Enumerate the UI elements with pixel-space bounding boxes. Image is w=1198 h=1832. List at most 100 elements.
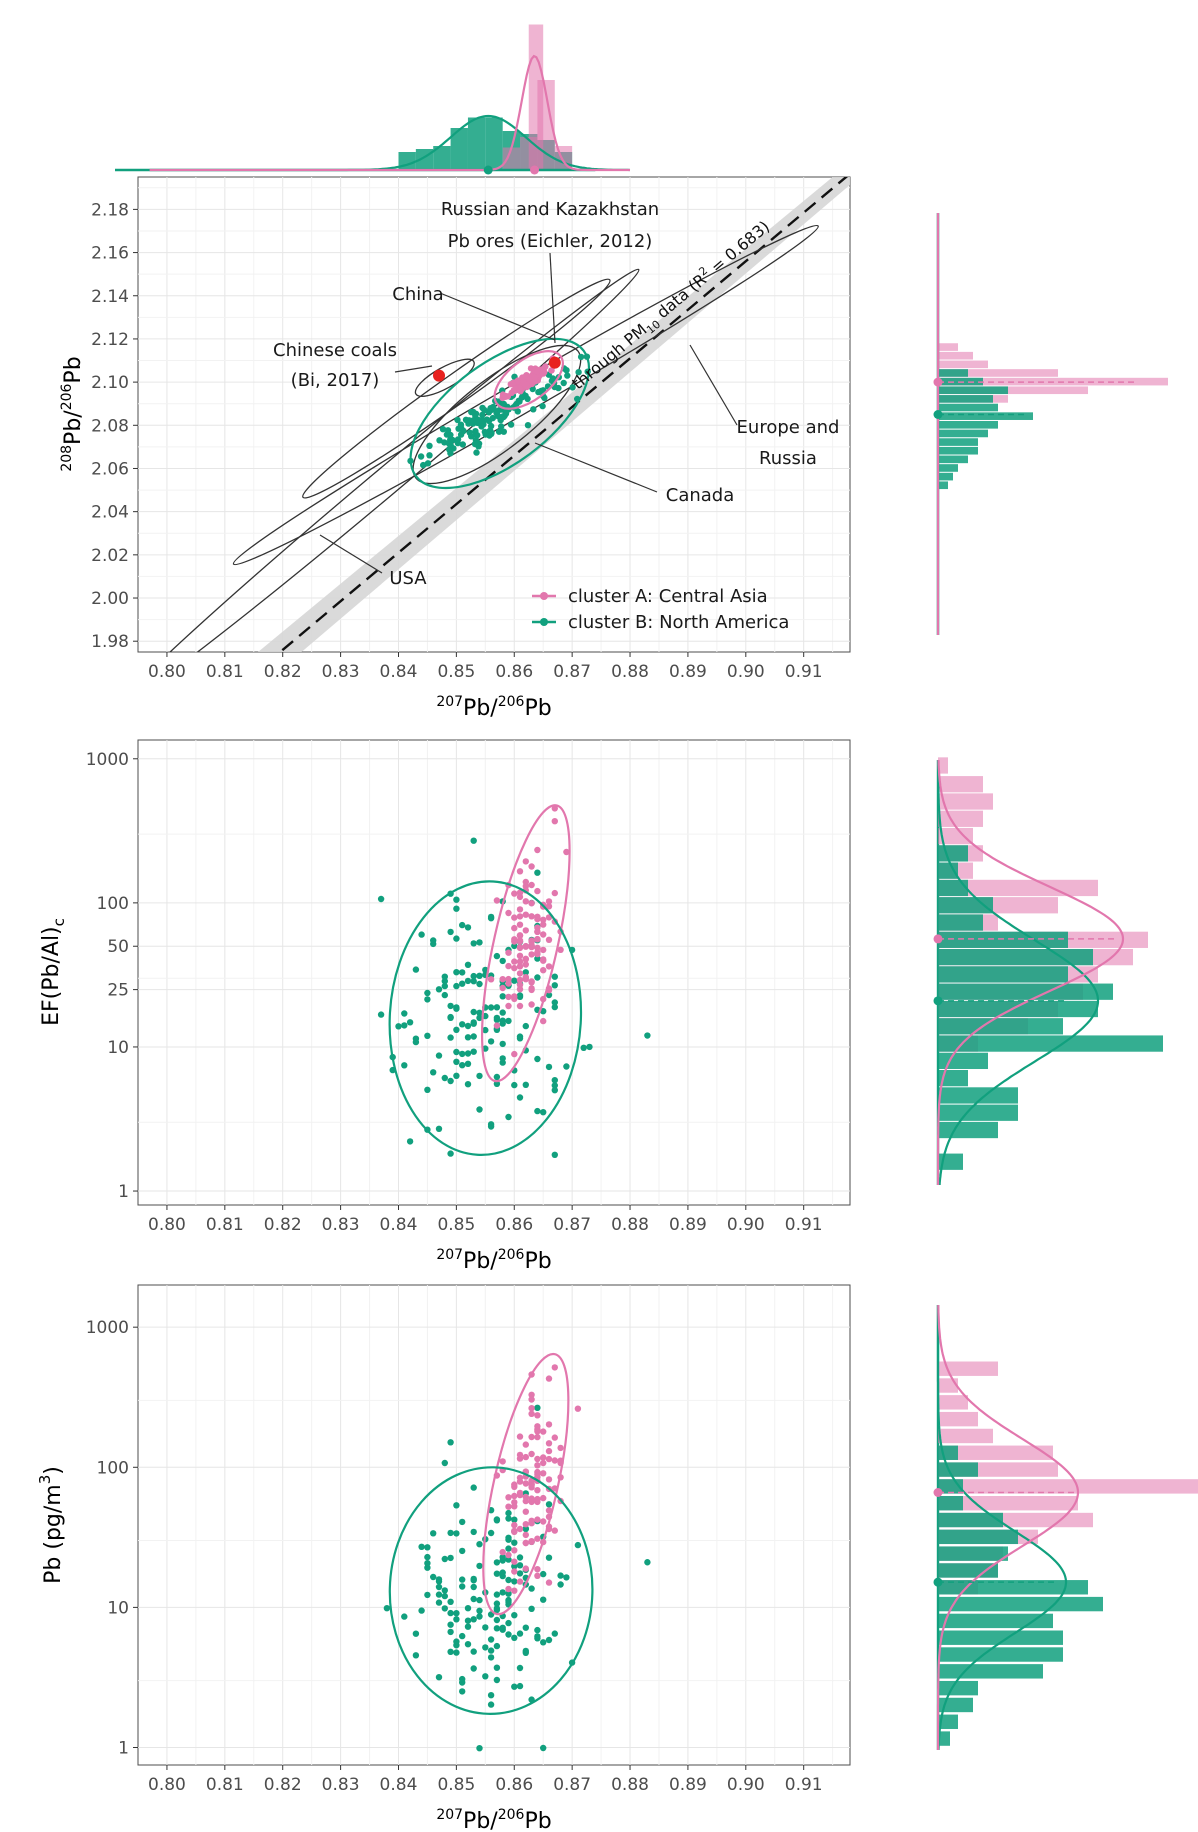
cluster-a-point: [534, 924, 541, 931]
reference-point: [548, 356, 561, 369]
cluster-a-point: [522, 961, 529, 968]
cluster-a-point: [545, 1476, 553, 1483]
cluster-a-point: [551, 1527, 558, 1534]
cluster-b-point: [505, 1598, 512, 1606]
cluster-b-point: [528, 1605, 535, 1613]
cluster-a-point: [511, 1492, 518, 1500]
cluster-b-point: [516, 1682, 524, 1690]
cluster-b-point: [424, 989, 431, 997]
cluster-a-point: [534, 949, 541, 956]
cluster-a-point: [512, 385, 519, 392]
cluster-a-point: [522, 955, 529, 962]
cluster-b-point: [447, 1648, 454, 1656]
cluster-a-point: [534, 944, 541, 951]
cluster-b-point: [476, 1541, 483, 1548]
x-tick-label: 0.88: [611, 662, 649, 682]
cluster-a-point: [522, 1441, 529, 1448]
y-axis-title: EF(Pb/Al)c: [39, 918, 68, 1026]
x-tick-label: 0.91: [785, 662, 823, 682]
cluster-a-point: [545, 1375, 553, 1382]
cluster-b-point: [412, 1630, 420, 1637]
cluster-b-point: [505, 1536, 512, 1543]
cluster-a-point: [528, 1480, 535, 1487]
cluster-b-point: [507, 421, 515, 428]
cluster-b-point: [564, 372, 571, 379]
x-tick-label: 0.85: [437, 1775, 475, 1795]
cluster-ellipses: [409, 337, 591, 490]
cluster-b-point: [459, 441, 466, 448]
mean-marker: [933, 934, 943, 944]
cluster-a-point: [534, 1487, 541, 1494]
cluster-a-point: [540, 946, 547, 954]
cluster-b-point: [498, 423, 505, 430]
cluster-b-point: [441, 991, 448, 999]
cluster-a-point: [511, 1587, 518, 1594]
cluster-b-point: [563, 1063, 570, 1070]
hist-bar-b: [938, 1731, 950, 1746]
cluster-b-point: [478, 423, 485, 430]
y-tick-label: 100: [97, 1458, 129, 1478]
cluster-b-point: [487, 1701, 495, 1708]
cluster-a-point: [516, 937, 524, 944]
cluster-b-point: [549, 375, 557, 382]
hist-bar-b: [938, 429, 988, 438]
cluster-a-point: [540, 916, 547, 923]
x-tick-label: 0.80: [148, 662, 186, 682]
annotation-usa: USA: [389, 568, 427, 589]
cluster-b-point: [447, 1529, 454, 1537]
cluster-b-point: [453, 1616, 460, 1623]
cluster-a-point: [522, 858, 529, 865]
y-tick-label: 2.18: [91, 200, 129, 220]
cluster-b-point: [493, 1570, 501, 1577]
cluster-b-point: [586, 1043, 593, 1051]
y-tick-label: 2.00: [91, 589, 129, 609]
cluster-b-point: [528, 1585, 535, 1592]
cluster-a-point: [534, 1566, 541, 1573]
cluster-b-point: [499, 1017, 506, 1024]
cluster-b-point: [426, 442, 433, 449]
cluster-b-point: [418, 1543, 425, 1551]
cluster-b-point: [505, 1515, 512, 1522]
hist-bar-a: [938, 879, 1098, 897]
cluster-a-point: [511, 958, 518, 965]
cluster-b-point: [439, 426, 447, 433]
y-axis-title: Pb (pg/m3): [36, 1466, 66, 1584]
cluster-a-point: [528, 1517, 535, 1525]
cluster-a-point: [522, 927, 529, 934]
cluster-b-point: [383, 1605, 391, 1612]
cluster-b-point: [516, 1554, 524, 1561]
cluster-b-point: [435, 1052, 443, 1059]
cluster-a-point: [516, 1002, 524, 1010]
hist-bar-a: [938, 360, 988, 369]
cluster-b-point: [551, 1630, 558, 1637]
cluster-b-point: [476, 1106, 483, 1113]
cluster-b-point: [476, 972, 483, 979]
cluster-a-point: [551, 818, 558, 825]
hist-bar-a: [528, 24, 544, 170]
cluster-b-point: [529, 385, 536, 393]
cluster-b-point: [534, 1055, 541, 1063]
cluster-a-point: [511, 1547, 518, 1554]
x-tick-label: 0.89: [669, 662, 707, 682]
marginal-y-distribution: [933, 213, 1168, 635]
cluster-b-point: [453, 905, 460, 912]
cluster-a-point: [516, 1525, 524, 1533]
cluster-b-point: [516, 1562, 524, 1569]
cluster-b-point: [534, 869, 541, 876]
hist-bar-a: [502, 147, 521, 170]
hist-bar-a: [938, 757, 948, 774]
y-tick-label: 1.98: [91, 632, 129, 652]
cluster-a-point: [511, 938, 518, 945]
cluster-a-point: [551, 1434, 558, 1441]
hist-bar-a: [938, 793, 993, 810]
cluster-b-point: [505, 1590, 512, 1597]
cluster-b-point: [424, 1086, 431, 1094]
cluster-a-point: [516, 906, 524, 913]
y-tick-label: 2.16: [91, 244, 129, 264]
y-tick-label: 25: [107, 981, 129, 1001]
hist-bar-b: [938, 1680, 978, 1696]
cluster-b-point: [493, 1642, 501, 1650]
cluster-b-point: [487, 1636, 495, 1643]
cluster-b-point: [551, 1082, 558, 1089]
cluster-a-point: [516, 913, 524, 920]
